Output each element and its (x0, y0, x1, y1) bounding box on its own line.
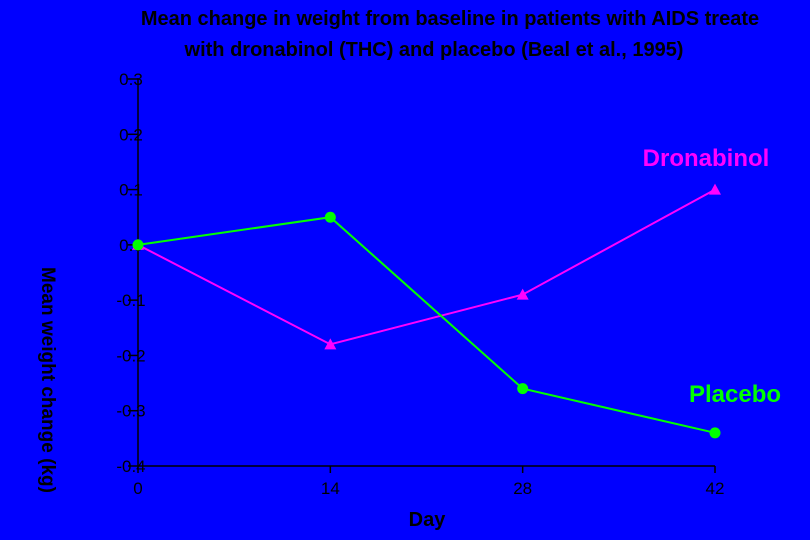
data-point-dronabinol (709, 183, 721, 195)
series-line-placebo (137, 216, 716, 434)
x-tick-label: 28 (513, 479, 532, 498)
chart-title-line-2: with dronabinol (THC) and placebo (Beal … (184, 39, 684, 61)
y-tick-label: 0.1 (119, 181, 143, 200)
series-line-dronabinol (137, 188, 716, 346)
data-point-placebo (324, 211, 336, 223)
x-tick-label: 42 (706, 479, 725, 498)
y-tick-label: -0.4 (116, 457, 145, 476)
chart-title-line-1: Mean change in weight from baseline in p… (140, 8, 760, 30)
y-tick-label: -0.1 (116, 291, 145, 310)
x-tick-label: 14 (321, 479, 340, 498)
y-tick-label: 0.2 (119, 125, 143, 144)
data-point-placebo (517, 383, 529, 395)
y-axis-label: Mean weight change (kg) (37, 267, 58, 493)
data-point-placebo (132, 239, 144, 251)
series-label-dronabinol: Dronabinol (643, 145, 770, 172)
series-label-placebo: Placebo (689, 381, 781, 408)
x-axis-label: Day (409, 509, 447, 531)
y-tick-label: -0.3 (116, 402, 145, 421)
data-point-dronabinol (516, 288, 529, 300)
data-point-placebo (709, 427, 721, 439)
y-tick-label: 0.3 (119, 70, 143, 89)
data-point-dronabinol (324, 338, 337, 350)
y-tick-label: -0.2 (116, 346, 145, 365)
x-tick-label: 0 (133, 479, 142, 498)
